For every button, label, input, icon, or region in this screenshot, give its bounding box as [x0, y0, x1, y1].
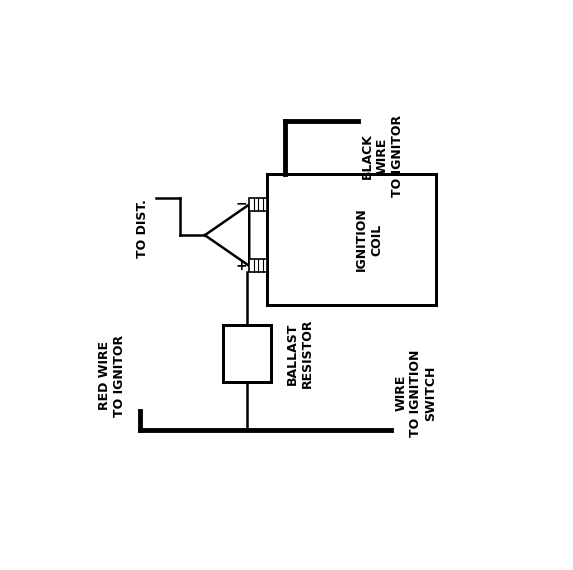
Text: TO DIST.: TO DIST.	[136, 199, 149, 258]
Bar	[249, 259, 267, 272]
Text: +: +	[236, 259, 247, 273]
Text: IGNITION
COIL: IGNITION COIL	[355, 207, 383, 271]
Text: BLACK
WIRE
TO IGNITOR: BLACK WIRE TO IGNITOR	[361, 115, 404, 197]
Bar	[223, 325, 272, 382]
Text: RED WIRE
TO IGNITOR: RED WIRE TO IGNITOR	[97, 335, 125, 417]
Bar	[249, 198, 267, 211]
Text: WIRE
TO IGNITION
SWITCH: WIRE TO IGNITION SWITCH	[394, 349, 437, 437]
Text: BALLAST
RESISTOR: BALLAST RESISTOR	[286, 319, 315, 388]
Text: −: −	[236, 197, 247, 210]
Bar	[267, 174, 436, 306]
